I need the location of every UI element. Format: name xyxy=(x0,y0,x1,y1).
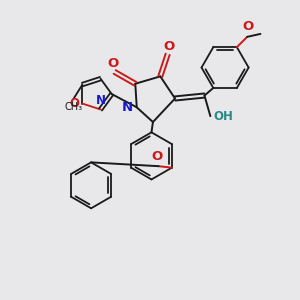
Text: O: O xyxy=(152,150,163,163)
Text: N: N xyxy=(122,101,133,114)
Text: O: O xyxy=(69,97,79,110)
Text: O: O xyxy=(242,20,254,33)
Text: CH₃: CH₃ xyxy=(64,102,83,112)
Text: O: O xyxy=(108,58,119,70)
Text: O: O xyxy=(164,40,175,53)
Text: N: N xyxy=(95,94,106,106)
Text: OH: OH xyxy=(213,110,233,123)
